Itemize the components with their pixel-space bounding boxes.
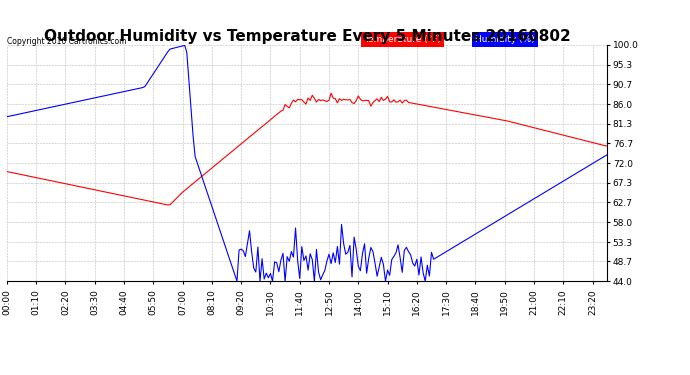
Text: Humidity (%): Humidity (%) [475, 35, 535, 44]
Text: Temperature (°F): Temperature (°F) [364, 35, 441, 44]
Text: Copyright 2016 Cartronics.com: Copyright 2016 Cartronics.com [7, 38, 126, 46]
Title: Outdoor Humidity vs Temperature Every 5 Minutes 20160802: Outdoor Humidity vs Temperature Every 5 … [43, 29, 571, 44]
